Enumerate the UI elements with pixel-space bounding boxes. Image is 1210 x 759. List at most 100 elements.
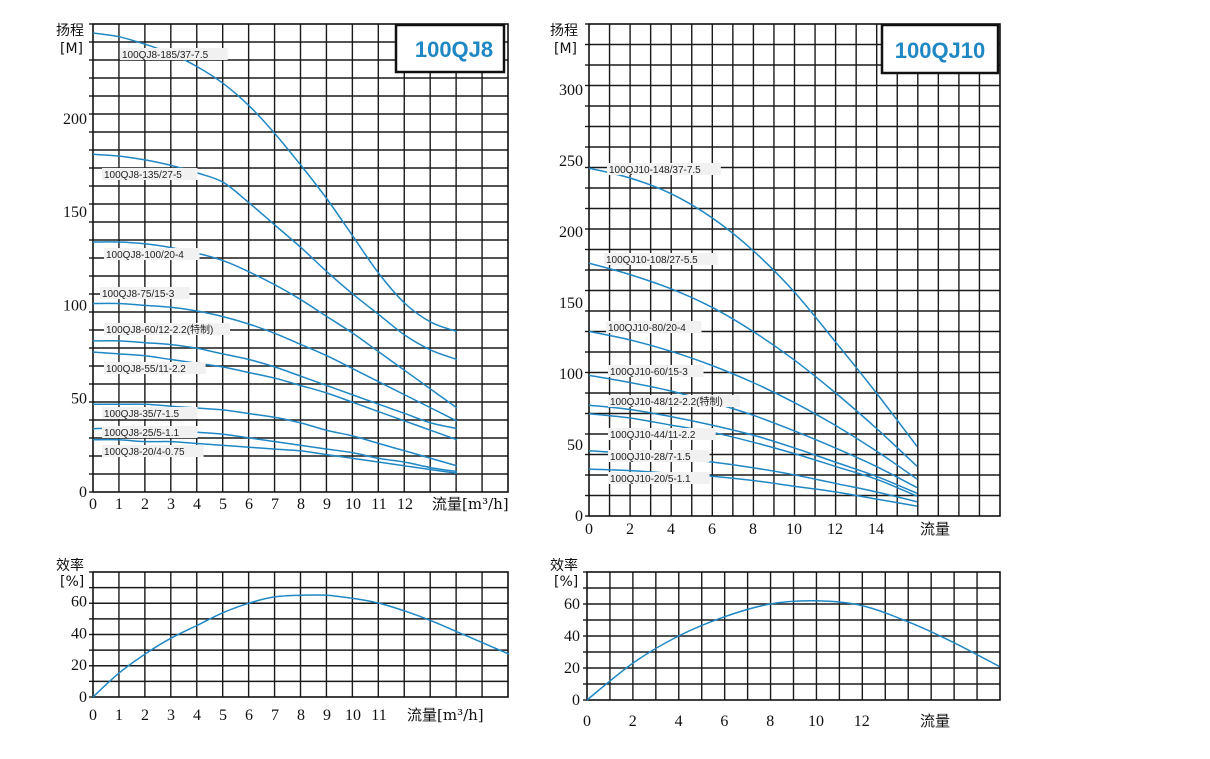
series-line-6 xyxy=(92,351,458,441)
x-tick-label: 6 xyxy=(708,521,716,538)
y-tick-label: 200 xyxy=(63,111,87,128)
x-tick-label: 4 xyxy=(667,521,675,538)
y-tick-label: 20 xyxy=(71,657,87,674)
series-label: 100QJ10-80/20-4 xyxy=(608,323,686,334)
series-label: 100QJ8-75/15-3 xyxy=(102,289,175,300)
series-line-4 xyxy=(92,302,458,422)
series-label-bg xyxy=(100,287,190,299)
y-tick-label: 0 xyxy=(572,692,580,709)
series-line-6 xyxy=(588,413,918,497)
series-label-bg xyxy=(104,362,206,374)
y-tick-label: 200 xyxy=(559,224,583,241)
x-tick-label: 14 xyxy=(868,521,884,538)
y-tick-label: 100 xyxy=(63,297,87,314)
series-label-bg xyxy=(102,426,198,438)
chart-2: 0 2 4 6 8 10 12 14 0 50 100 150 200 250 300 扬程 [M] 流量 100Q… xyxy=(550,23,1001,538)
y-tick-label: 60 xyxy=(71,594,87,611)
series-line-1 xyxy=(586,599,1000,701)
model-title-box xyxy=(880,23,1000,75)
x-tick-label: 10 xyxy=(786,521,802,538)
series-line-4 xyxy=(588,374,918,489)
series-label-bg xyxy=(102,168,198,180)
model-title: 100QJ10 xyxy=(895,38,986,63)
x-tick-label: 1 xyxy=(115,707,123,724)
x-tick-label: 2 xyxy=(141,496,149,513)
y-tick-label: 50 xyxy=(567,437,583,454)
series-label: 100QJ10-60/15-3 xyxy=(610,367,688,378)
x-tick-label: 7 xyxy=(271,496,279,513)
grid xyxy=(589,24,1000,516)
y-tick-label: 0 xyxy=(79,484,87,501)
y-tick-label: 150 xyxy=(63,204,87,221)
y-axis-label: 扬程 xyxy=(550,23,578,39)
y-tick-label: 150 xyxy=(559,295,583,312)
x-axis-label: 流量[m³/h] xyxy=(407,706,484,724)
x-tick-label: 5 xyxy=(219,707,227,724)
series-label: 100QJ8-25/5-1.1 xyxy=(104,428,179,439)
chart-1: 0 1 2 3 4 5 6 7 8 9 10 11 12050100150200扬程[M]流量[m³/h… xyxy=(56,23,509,513)
series-line-1 xyxy=(92,594,510,698)
series-line-9 xyxy=(92,438,458,475)
x-tick-label: 5 xyxy=(219,496,227,513)
x-tick-label: 0 xyxy=(89,496,97,513)
chart-4: 0 2 4 6 8 10 12 0 20 40 60 效率[%] 流量 xyxy=(550,557,1001,730)
x-tick-label: 0 xyxy=(89,707,97,724)
series-label: 100QJ10-28/7-1.5 xyxy=(610,452,691,463)
series-label-bg xyxy=(608,450,710,462)
x-tick-label: 9 xyxy=(323,707,331,724)
series-line-5 xyxy=(92,339,458,430)
x-tick-label: 6 xyxy=(245,496,253,513)
x-tick-label: 11 xyxy=(371,707,386,724)
model-title: 100QJ8 xyxy=(415,37,493,62)
series-label-bg xyxy=(104,248,200,260)
x-axis-label: 流量[m³/h] xyxy=(432,495,509,513)
x-tick-label: 2 xyxy=(626,521,634,538)
y-axis-unit: [%] xyxy=(554,574,578,590)
series-line-1 xyxy=(588,167,918,447)
x-tick-label: 12 xyxy=(827,521,843,538)
x-tick-label: 8 xyxy=(297,707,305,724)
chart-3: 0 1 2 3 4 5 6 7 8 9 10 11 0 20 40 60 效率[%] 流量[m³/h] xyxy=(56,557,510,724)
series-line-3 xyxy=(92,241,458,409)
x-tick-label: 7 xyxy=(271,707,279,724)
series-line-3 xyxy=(588,330,918,480)
x-tick-label: 8 xyxy=(297,496,305,513)
y-axis-label: 效率 xyxy=(550,557,578,574)
y-axis-label: 效率 xyxy=(56,557,84,574)
series-label: 100QJ8-60/12-2.2(特制) xyxy=(106,323,213,336)
x-tick-label: 10 xyxy=(345,496,361,513)
series-label: 100QJ10-148/37-7.5 xyxy=(609,165,701,176)
y-tick-label: 300 xyxy=(559,82,583,99)
series-label: 100QJ10-44/11-2.2 xyxy=(610,430,696,441)
series-label-bg xyxy=(608,472,710,484)
series-line-8 xyxy=(588,468,918,507)
series-label: 100QJ8-100/20-4 xyxy=(106,250,184,261)
y-axis-unit: [M] xyxy=(60,41,83,57)
series-label: 100QJ8-55/11-2.2 xyxy=(106,364,186,375)
y-tick-label: 40 xyxy=(71,625,87,642)
x-tick-label: 8 xyxy=(749,521,757,538)
x-tick-label: 12 xyxy=(397,496,413,513)
series-label: 100QJ8-135/27-5 xyxy=(104,170,182,181)
y-tick-label: 250 xyxy=(559,153,583,170)
series-line-2 xyxy=(588,262,918,467)
y-axis-unit: [M] xyxy=(554,41,577,57)
y-tick-label: 60 xyxy=(564,596,580,613)
series-label: 100QJ10-20/5-1.1 xyxy=(610,474,691,485)
series-label-bg xyxy=(608,395,741,407)
series-label-bg xyxy=(104,323,230,335)
x-tick-label: 4 xyxy=(193,707,201,724)
y-tick-label: 40 xyxy=(564,628,580,645)
x-tick-label: 9 xyxy=(323,496,331,513)
series-label: 100QJ10-108/27-5.5 xyxy=(606,255,698,266)
series-line-2 xyxy=(92,153,458,361)
series-label-bg xyxy=(606,321,702,333)
series-label-bg xyxy=(608,365,704,377)
series-label-bg xyxy=(102,445,204,457)
x-tick-label: 1 xyxy=(115,496,123,513)
model-title-box xyxy=(394,23,506,74)
series-label-bg xyxy=(608,428,716,440)
x-tick-label: 8 xyxy=(766,713,774,730)
x-tick-label: 2 xyxy=(141,707,149,724)
